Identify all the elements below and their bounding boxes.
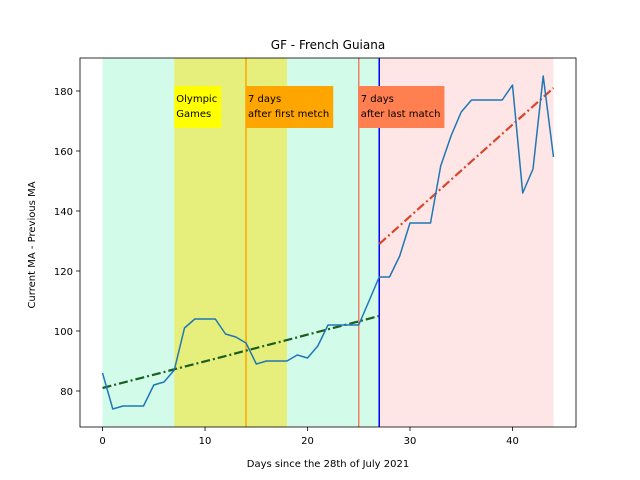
x-axis-ticks: 0 10 20 30 40 [99,427,519,447]
chart-title: GF - French Guiana [271,38,385,52]
trend-line-1 [378,87,555,245]
y-tick-label: 140 [54,207,73,218]
annotation-line: after last match [361,109,441,120]
x-tick-label: 40 [506,436,519,447]
plot-frame [79,57,577,428]
y-tick-label: 180 [54,87,73,98]
annotation-1: 7 days after first metch [246,86,334,128]
annotation-text-0: Olympic Games [176,94,217,120]
y-axis-ticks: 80 100 120 140 160 180 [54,87,80,398]
data-series [101,75,555,410]
y-axis-label: Current MA - Previous MA [27,181,38,308]
annotation-text-2: 7 days after last match [361,94,441,120]
annotation-line: Games [176,109,211,120]
annotation-box-0 [174,86,222,128]
annotation-2: 7 days after last match [358,86,445,128]
y-tick-label: 100 [54,327,73,338]
series-line-0 [101,75,555,410]
annotation-line: after first metch [248,109,329,120]
trend-line-0 [102,314,380,390]
annotation-line: 7 days [248,94,281,105]
annotation-box-2 [358,86,445,128]
x-tick-label: 30 [404,436,417,447]
y-tick-label: 120 [54,267,73,278]
trend-lines [102,87,555,390]
x-tick-label: 10 [199,436,212,447]
y-tick-label: 80 [60,387,73,398]
y-tick-label: 160 [54,147,73,158]
annotation-text-1: 7 days after first metch [248,94,329,120]
annotation-line: Olympic [176,94,217,105]
annotation-box-1 [246,86,334,128]
x-tick-label: 0 [99,436,105,447]
annotation-line: 7 days [361,94,394,105]
x-tick-label: 20 [301,436,314,447]
annotation-0: Olympic Games [174,86,222,128]
x-axis-label: Days since the 28th of July 2021 [247,459,409,470]
